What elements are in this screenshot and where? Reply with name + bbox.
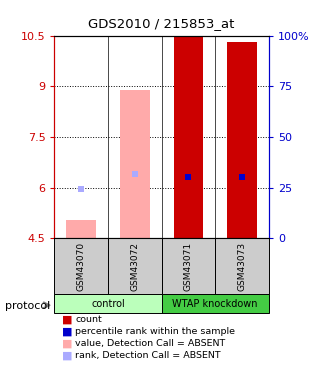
Bar (174, 36, 203, 238)
Text: value, Detection Call = ABSENT: value, Detection Call = ABSENT (75, 339, 226, 348)
Text: protocol: protocol (5, 301, 50, 310)
Bar (108, 238, 162, 294)
Text: GDS2010 / 215853_at: GDS2010 / 215853_at (88, 17, 235, 30)
Text: ■: ■ (62, 339, 73, 348)
Text: rank, Detection Call = ABSENT: rank, Detection Call = ABSENT (75, 351, 221, 360)
Bar (162, 294, 269, 313)
Text: GSM43073: GSM43073 (237, 242, 246, 291)
Bar (162, 238, 215, 294)
Bar (67, 220, 96, 238)
Text: GSM43072: GSM43072 (130, 242, 139, 291)
Bar (215, 238, 269, 294)
Text: ■: ■ (62, 327, 73, 336)
Text: percentile rank within the sample: percentile rank within the sample (75, 327, 235, 336)
Bar (54, 238, 108, 294)
Text: ■: ■ (62, 315, 73, 324)
Bar (120, 90, 149, 238)
Text: GSM43071: GSM43071 (184, 242, 193, 291)
Text: ■: ■ (62, 351, 73, 360)
Text: count: count (75, 315, 102, 324)
Bar (54, 294, 162, 313)
Text: control: control (91, 299, 125, 309)
Text: WTAP knockdown: WTAP knockdown (172, 299, 258, 309)
Text: GSM43070: GSM43070 (77, 242, 86, 291)
Bar (227, 42, 257, 238)
